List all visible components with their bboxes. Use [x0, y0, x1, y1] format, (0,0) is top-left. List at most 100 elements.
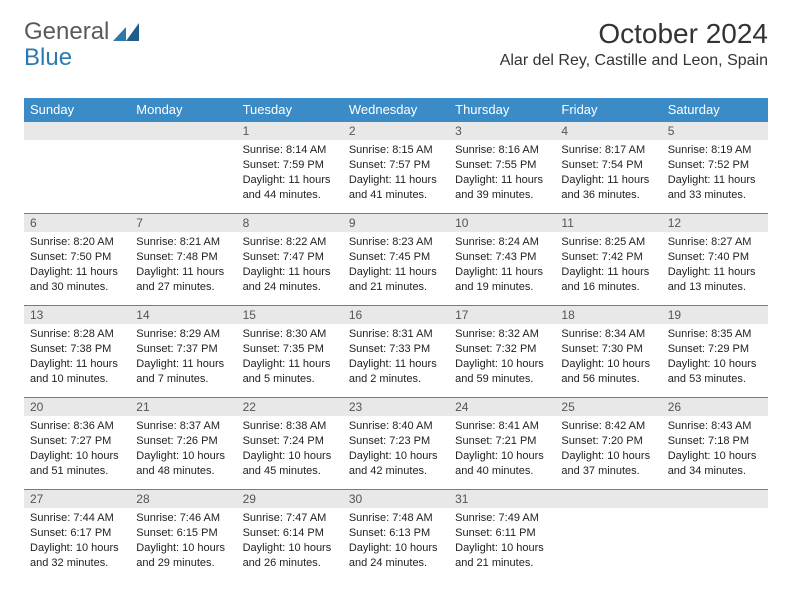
sunrise-text: Sunrise: 8:31 AM — [349, 327, 443, 342]
day-data: Sunrise: 8:31 AMSunset: 7:33 PMDaylight:… — [343, 324, 449, 388]
daylight-text: Daylight: 11 hours and 33 minutes. — [668, 173, 762, 203]
daylight-text: Daylight: 11 hours and 10 minutes. — [30, 357, 124, 387]
logo: General — [24, 18, 141, 46]
sunrise-text: Sunrise: 7:48 AM — [349, 511, 443, 526]
calendar-day-cell: 18Sunrise: 8:34 AMSunset: 7:30 PMDayligh… — [555, 306, 661, 398]
calendar-day-cell: 12Sunrise: 8:27 AMSunset: 7:40 PMDayligh… — [662, 214, 768, 306]
weekday-header: Wednesday — [343, 98, 449, 122]
day-data: Sunrise: 7:49 AMSunset: 6:11 PMDaylight:… — [449, 508, 555, 572]
sunset-text: Sunset: 7:38 PM — [30, 342, 124, 357]
day-data: Sunrise: 8:32 AMSunset: 7:32 PMDaylight:… — [449, 324, 555, 388]
day-number: 29 — [237, 490, 343, 508]
sunrise-text: Sunrise: 8:38 AM — [243, 419, 337, 434]
sunset-text: Sunset: 7:47 PM — [243, 250, 337, 265]
weekday-header-row: Sunday Monday Tuesday Wednesday Thursday… — [24, 98, 768, 122]
day-number: 8 — [237, 214, 343, 232]
sunrise-text: Sunrise: 8:30 AM — [243, 327, 337, 342]
day-number: 30 — [343, 490, 449, 508]
day-data: Sunrise: 8:17 AMSunset: 7:54 PMDaylight:… — [555, 140, 661, 204]
sunrise-text: Sunrise: 8:23 AM — [349, 235, 443, 250]
sunrise-text: Sunrise: 8:34 AM — [561, 327, 655, 342]
day-number: 19 — [662, 306, 768, 324]
sunset-text: Sunset: 7:43 PM — [455, 250, 549, 265]
day-data: Sunrise: 8:36 AMSunset: 7:27 PMDaylight:… — [24, 416, 130, 480]
calendar-day-cell: 22Sunrise: 8:38 AMSunset: 7:24 PMDayligh… — [237, 398, 343, 490]
daylight-text: Daylight: 10 hours and 42 minutes. — [349, 449, 443, 479]
day-data: Sunrise: 7:44 AMSunset: 6:17 PMDaylight:… — [24, 508, 130, 572]
daylight-text: Daylight: 11 hours and 16 minutes. — [561, 265, 655, 295]
day-data — [555, 508, 661, 558]
sunrise-text: Sunrise: 8:27 AM — [668, 235, 762, 250]
calendar-day-cell: 13Sunrise: 8:28 AMSunset: 7:38 PMDayligh… — [24, 306, 130, 398]
day-data: Sunrise: 8:27 AMSunset: 7:40 PMDaylight:… — [662, 232, 768, 296]
calendar-day-cell: 25Sunrise: 8:42 AMSunset: 7:20 PMDayligh… — [555, 398, 661, 490]
day-data: Sunrise: 8:22 AMSunset: 7:47 PMDaylight:… — [237, 232, 343, 296]
logo-icon — [113, 23, 139, 41]
sunset-text: Sunset: 7:35 PM — [243, 342, 337, 357]
daylight-text: Daylight: 11 hours and 19 minutes. — [455, 265, 549, 295]
weekday-header: Sunday — [24, 98, 130, 122]
day-data: Sunrise: 7:48 AMSunset: 6:13 PMDaylight:… — [343, 508, 449, 572]
calendar-day-cell: 8Sunrise: 8:22 AMSunset: 7:47 PMDaylight… — [237, 214, 343, 306]
calendar-day-cell: 3Sunrise: 8:16 AMSunset: 7:55 PMDaylight… — [449, 122, 555, 214]
day-data: Sunrise: 8:29 AMSunset: 7:37 PMDaylight:… — [130, 324, 236, 388]
day-data — [662, 508, 768, 558]
day-number: 22 — [237, 398, 343, 416]
title-block: October 2024 Alar del Rey, Castille and … — [500, 18, 768, 70]
sunset-text: Sunset: 7:45 PM — [349, 250, 443, 265]
day-data: Sunrise: 8:21 AMSunset: 7:48 PMDaylight:… — [130, 232, 236, 296]
day-number: 3 — [449, 122, 555, 140]
sunrise-text: Sunrise: 8:14 AM — [243, 143, 337, 158]
sunset-text: Sunset: 7:59 PM — [243, 158, 337, 173]
weekday-header: Saturday — [662, 98, 768, 122]
sunset-text: Sunset: 7:30 PM — [561, 342, 655, 357]
day-number: 25 — [555, 398, 661, 416]
logo-text-2: Blue — [24, 44, 72, 72]
day-data: Sunrise: 7:47 AMSunset: 6:14 PMDaylight:… — [237, 508, 343, 572]
day-data: Sunrise: 8:38 AMSunset: 7:24 PMDaylight:… — [237, 416, 343, 480]
day-number: 31 — [449, 490, 555, 508]
day-data: Sunrise: 8:19 AMSunset: 7:52 PMDaylight:… — [662, 140, 768, 204]
sunset-text: Sunset: 6:11 PM — [455, 526, 549, 541]
sunrise-text: Sunrise: 8:15 AM — [349, 143, 443, 158]
daylight-text: Daylight: 11 hours and 5 minutes. — [243, 357, 337, 387]
daylight-text: Daylight: 11 hours and 36 minutes. — [561, 173, 655, 203]
sunset-text: Sunset: 7:26 PM — [136, 434, 230, 449]
day-number: 20 — [24, 398, 130, 416]
sunrise-text: Sunrise: 8:21 AM — [136, 235, 230, 250]
day-data: Sunrise: 8:35 AMSunset: 7:29 PMDaylight:… — [662, 324, 768, 388]
logo-text-1: General — [24, 18, 109, 46]
day-data: Sunrise: 8:41 AMSunset: 7:21 PMDaylight:… — [449, 416, 555, 480]
sunrise-text: Sunrise: 8:20 AM — [30, 235, 124, 250]
sunset-text: Sunset: 7:20 PM — [561, 434, 655, 449]
daylight-text: Daylight: 10 hours and 40 minutes. — [455, 449, 549, 479]
calendar-day-cell: 5Sunrise: 8:19 AMSunset: 7:52 PMDaylight… — [662, 122, 768, 214]
sunrise-text: Sunrise: 8:37 AM — [136, 419, 230, 434]
daylight-text: Daylight: 10 hours and 56 minutes. — [561, 357, 655, 387]
daylight-text: Daylight: 10 hours and 59 minutes. — [455, 357, 549, 387]
sunrise-text: Sunrise: 7:49 AM — [455, 511, 549, 526]
daylight-text: Daylight: 10 hours and 53 minutes. — [668, 357, 762, 387]
day-data: Sunrise: 8:37 AMSunset: 7:26 PMDaylight:… — [130, 416, 236, 480]
calendar-day-cell: 26Sunrise: 8:43 AMSunset: 7:18 PMDayligh… — [662, 398, 768, 490]
sunrise-text: Sunrise: 8:17 AM — [561, 143, 655, 158]
sunset-text: Sunset: 7:24 PM — [243, 434, 337, 449]
day-data: Sunrise: 8:15 AMSunset: 7:57 PMDaylight:… — [343, 140, 449, 204]
sunset-text: Sunset: 6:17 PM — [30, 526, 124, 541]
sunset-text: Sunset: 6:13 PM — [349, 526, 443, 541]
calendar-day-cell: 15Sunrise: 8:30 AMSunset: 7:35 PMDayligh… — [237, 306, 343, 398]
daylight-text: Daylight: 10 hours and 34 minutes. — [668, 449, 762, 479]
daylight-text: Daylight: 10 hours and 32 minutes. — [30, 541, 124, 571]
day-number: 6 — [24, 214, 130, 232]
sunrise-text: Sunrise: 8:35 AM — [668, 327, 762, 342]
day-number: 7 — [130, 214, 236, 232]
calendar-day-cell: 6Sunrise: 8:20 AMSunset: 7:50 PMDaylight… — [24, 214, 130, 306]
sunrise-text: Sunrise: 8:36 AM — [30, 419, 124, 434]
sunrise-text: Sunrise: 8:19 AM — [668, 143, 762, 158]
daylight-text: Daylight: 11 hours and 21 minutes. — [349, 265, 443, 295]
daylight-text: Daylight: 10 hours and 26 minutes. — [243, 541, 337, 571]
day-data: Sunrise: 7:46 AMSunset: 6:15 PMDaylight:… — [130, 508, 236, 572]
day-number: 17 — [449, 306, 555, 324]
calendar-day-cell: 7Sunrise: 8:21 AMSunset: 7:48 PMDaylight… — [130, 214, 236, 306]
calendar-day-cell: 10Sunrise: 8:24 AMSunset: 7:43 PMDayligh… — [449, 214, 555, 306]
